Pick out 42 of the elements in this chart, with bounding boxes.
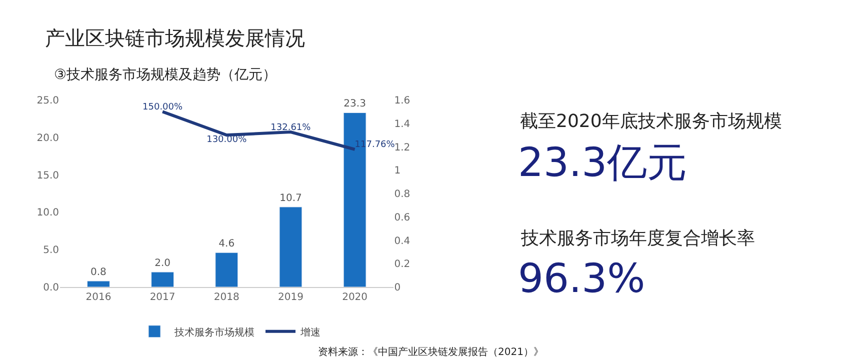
legend-label: 技术服务市场规模 <box>174 326 254 338</box>
y-tick-label: 10.0 <box>36 208 59 219</box>
bar <box>86 280 110 287</box>
line-series <box>161 110 356 151</box>
y2-tick-label: 1 <box>394 166 401 177</box>
bar <box>151 272 174 287</box>
bar <box>215 252 238 287</box>
data-label: 23.3 <box>344 98 366 110</box>
y-tick-label: 5.0 <box>43 245 59 256</box>
chart-subtitle: ③技术服务市场规模及趋势（亿元） <box>54 67 277 83</box>
data-label: 150.00% <box>142 102 184 112</box>
y2-tick-label: 1.4 <box>394 118 410 130</box>
y-tick-label: 15.0 <box>36 170 59 182</box>
text: 资料来源：《中国产业区块链发展报告（2021）》 <box>318 346 544 358</box>
bar <box>279 206 302 287</box>
y-tick-label: 0.0 <box>43 282 59 294</box>
legend-label: 增速 <box>300 326 320 338</box>
y2-tick-label: 0.6 <box>394 212 410 224</box>
chart-title: 产业区块链市场规模发展情况 <box>45 26 305 50</box>
x-tick-label: 2016 <box>86 292 112 303</box>
x-tick-label: 2018 <box>214 292 240 303</box>
y-tick-label: 25.0 <box>36 96 59 106</box>
x-tick-label: 2020 <box>342 292 368 303</box>
text: 96.3% <box>518 256 646 302</box>
x-tick-label: 2019 <box>278 292 304 303</box>
y2-tick-label: 0.8 <box>394 189 410 200</box>
data-label: 4.6 <box>218 238 235 250</box>
y2-tick-label: 0 <box>394 282 401 294</box>
y2-tick-label: 1.2 <box>394 142 410 154</box>
text: 技术服务市场年度复合增长率 <box>520 228 755 249</box>
y2-tick-label: 1.6 <box>394 96 410 106</box>
text: 23.3亿元 <box>518 140 688 186</box>
data-label: 2.0 <box>154 258 170 270</box>
y2-tick-label: 0.4 <box>394 236 410 247</box>
text: 截至2020年底技术服务市场规模 <box>520 111 782 132</box>
x-tick-label: 2017 <box>150 292 176 303</box>
data-label: 132.61% <box>270 122 312 133</box>
y-tick-label: 20.0 <box>36 132 59 144</box>
data-label: 130.00% <box>206 134 248 145</box>
data-label: 10.7 <box>280 192 302 204</box>
y2-tick-label: 0.2 <box>394 259 410 270</box>
data-label: 0.8 <box>90 267 106 278</box>
